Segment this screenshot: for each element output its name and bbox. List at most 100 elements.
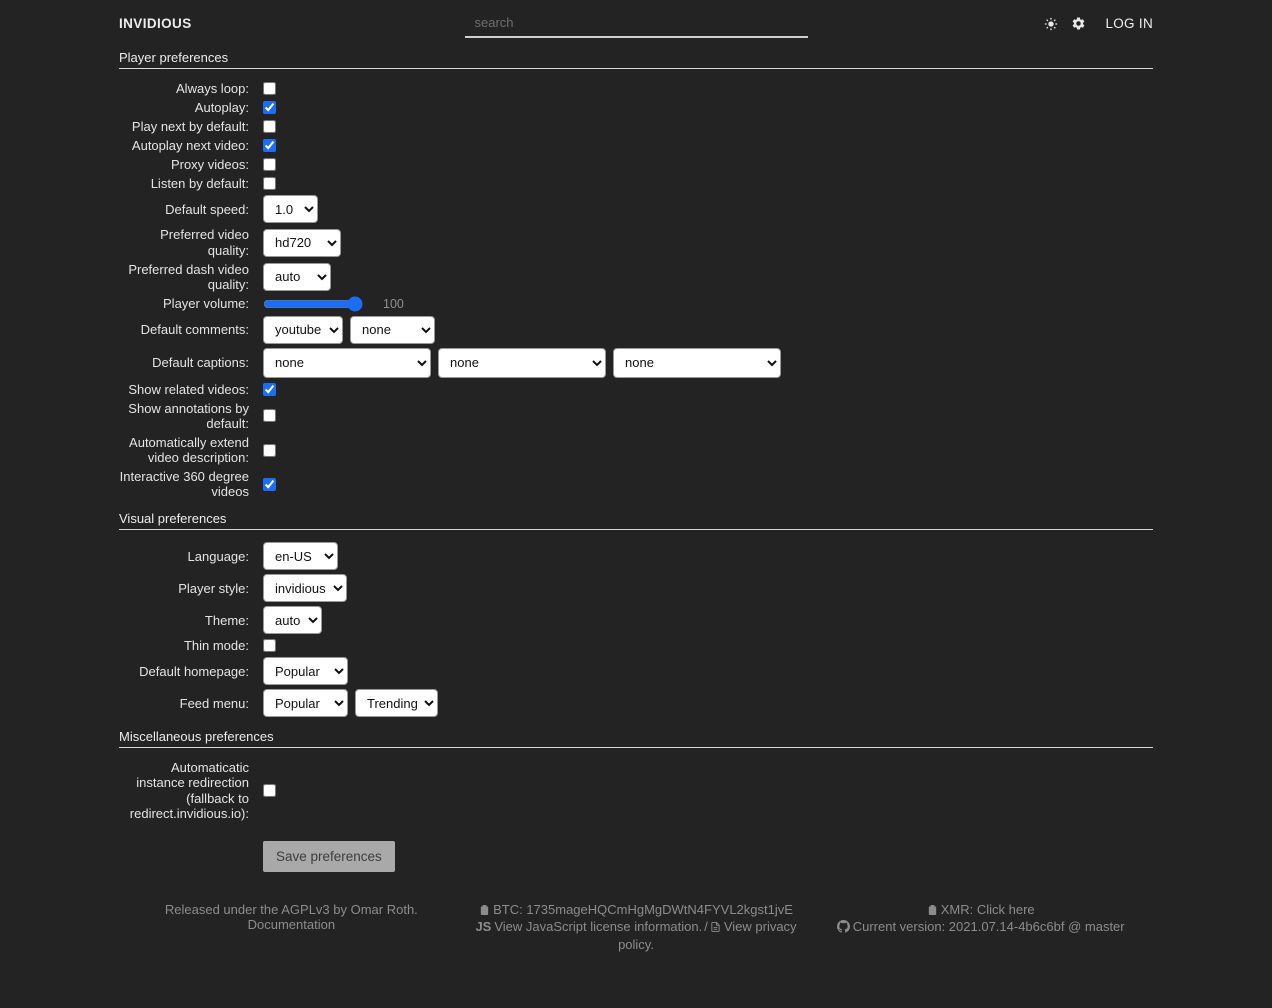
pref-row-annotations: Show annotations by default: bbox=[119, 401, 1153, 431]
extend-description-checkbox[interactable] bbox=[263, 443, 276, 457]
proxy-videos-checkbox[interactable] bbox=[263, 158, 276, 172]
github-icon bbox=[836, 920, 850, 937]
section-title-misc: Miscellaneous preferences bbox=[119, 729, 1153, 749]
autoplay-next-checkbox[interactable] bbox=[263, 139, 276, 153]
pref-label: Default homepage: bbox=[139, 663, 249, 679]
listen-by-default-checkbox[interactable] bbox=[263, 177, 276, 191]
thin-mode-checkbox[interactable] bbox=[263, 639, 276, 653]
vr-mode-checkbox[interactable] bbox=[263, 477, 276, 491]
pref-row-player-style: Player style: invidious bbox=[119, 574, 1153, 603]
pref-label: Proxy videos: bbox=[170, 157, 249, 173]
pref-row-default-speed: Default speed: 1.0 bbox=[119, 195, 1153, 224]
player-volume-slider[interactable] bbox=[263, 295, 363, 312]
default-comments-select-2[interactable]: none bbox=[350, 315, 435, 344]
pref-label: Theme: bbox=[204, 612, 249, 628]
preferred-dash-quality-select[interactable]: auto bbox=[263, 262, 331, 291]
header-right: LOG IN bbox=[808, 16, 1154, 31]
search-input[interactable] bbox=[464, 9, 808, 38]
footer-donate-js-column: BTC: 1735mageHQCmHgMgDWtN4FYVL2kgst1jvE … bbox=[464, 902, 809, 953]
pref-row-feed-menu: Feed menu: Popular Trending bbox=[119, 689, 1153, 718]
documentation-link[interactable]: Documentation bbox=[247, 917, 336, 933]
app-logo[interactable]: INVIDIOUS bbox=[119, 16, 192, 31]
search-box bbox=[464, 9, 808, 38]
footer-separator: / bbox=[704, 919, 708, 935]
pref-row-preferred-dash-quality: Preferred dash video quality: auto bbox=[119, 262, 1153, 292]
pref-label: Language: bbox=[187, 548, 249, 564]
pref-row-default-comments: Default comments: youtube none bbox=[119, 315, 1153, 344]
related-videos-checkbox[interactable] bbox=[263, 382, 276, 396]
pref-row-language: Language: en-US bbox=[119, 542, 1153, 571]
pref-label: Preferred video quality: bbox=[160, 227, 249, 258]
pref-label: Autoplay next video: bbox=[131, 138, 249, 154]
auto-redirect-checkbox[interactable] bbox=[263, 784, 276, 798]
pref-label: Automatically extend video description: bbox=[129, 435, 249, 466]
pref-row-autoplay: Autoplay: bbox=[119, 100, 1153, 115]
pref-row-default-captions: Default captions: none none none bbox=[119, 347, 1153, 378]
player-volume-value: 100 bbox=[383, 296, 404, 311]
footer-version-column: XMR: Click here Current version: 2021.07… bbox=[808, 902, 1153, 953]
pref-label: Autoplay: bbox=[194, 100, 249, 116]
current-version-link[interactable]: Current version: 2021.07.14-4b6c6bf @ ma… bbox=[852, 919, 1125, 935]
default-comments-select-1[interactable]: youtube bbox=[263, 315, 343, 344]
preferences-form: Player preferences Always loop: Autoplay… bbox=[119, 50, 1153, 872]
pref-label: Player style: bbox=[178, 580, 249, 596]
xmr-link[interactable]: XMR: Click here bbox=[940, 901, 1035, 917]
player-style-select[interactable]: invidious bbox=[263, 574, 347, 603]
save-row: Save preferences bbox=[263, 840, 1153, 872]
default-homepage-select[interactable]: Popular bbox=[263, 657, 348, 686]
language-select[interactable]: en-US bbox=[263, 542, 338, 571]
section-title-visual: Visual preferences bbox=[119, 511, 1153, 531]
pref-label: Default speed: bbox=[165, 201, 249, 217]
js-icon: JS bbox=[475, 919, 492, 935]
default-captions-select-1[interactable]: none bbox=[263, 347, 431, 378]
js-license-link[interactable]: View JavaScript license information. bbox=[494, 919, 703, 935]
pref-row-preferred-quality: Preferred video quality: hd720 bbox=[119, 227, 1153, 258]
autoplay-checkbox[interactable] bbox=[263, 101, 276, 115]
pref-row-autoplay-next: Autoplay next video: bbox=[119, 138, 1153, 153]
document-icon bbox=[710, 921, 721, 937]
play-next-checkbox[interactable] bbox=[263, 120, 276, 134]
pref-label: Listen by default: bbox=[150, 176, 249, 192]
privacy-policy-link[interactable]: View privacy policy. bbox=[618, 919, 797, 952]
feed-menu-select-2[interactable]: Trending bbox=[355, 689, 438, 718]
pref-row-always-loop: Always loop: bbox=[119, 81, 1153, 96]
pref-label: Play next by default: bbox=[131, 119, 249, 135]
always-loop-checkbox[interactable] bbox=[263, 82, 276, 96]
sun-icon[interactable] bbox=[1044, 17, 1058, 31]
pref-label: Interactive 360 degree videos bbox=[119, 469, 249, 500]
clipboard-icon bbox=[927, 904, 938, 920]
top-bar: INVIDIOUS LOG IN bbox=[119, 0, 1153, 38]
pref-row-proxy-videos: Proxy videos: bbox=[119, 157, 1153, 172]
pref-label: Default comments: bbox=[140, 322, 249, 338]
footer-released-text: Released under the AGPLv3 by Omar Roth. bbox=[164, 901, 418, 917]
btc-address-link[interactable]: BTC: 1735mageHQCmHgMgDWtN4FYVL2kgst1jvE bbox=[493, 901, 793, 917]
pref-row-player-volume: Player volume: 100 bbox=[119, 295, 1153, 312]
pref-label: Preferred dash video quality: bbox=[128, 261, 249, 292]
save-preferences-button[interactable]: Save preferences bbox=[263, 840, 395, 872]
pref-row-extend-description: Automatically extend video description: bbox=[119, 435, 1153, 465]
pref-label: Automaticatic instance redirection (fall… bbox=[129, 760, 249, 821]
feed-menu-select-1[interactable]: Popular bbox=[263, 689, 348, 718]
theme-select[interactable]: auto bbox=[263, 606, 322, 635]
pref-label: Always loop: bbox=[176, 81, 249, 96]
header-left: INVIDIOUS bbox=[119, 16, 465, 31]
pref-row-listen-by-default: Listen by default: bbox=[119, 176, 1153, 191]
default-captions-select-3[interactable]: none bbox=[613, 347, 781, 378]
login-link[interactable]: LOG IN bbox=[1105, 16, 1153, 31]
pref-label: Thin mode: bbox=[183, 638, 249, 654]
footer-license-column: Released under the AGPLv3 by Omar Roth. … bbox=[119, 902, 464, 953]
default-speed-select[interactable]: 1.0 bbox=[263, 195, 318, 224]
annotations-checkbox[interactable] bbox=[263, 409, 276, 423]
pref-row-vr-mode: Interactive 360 degree videos bbox=[119, 469, 1153, 499]
pref-row-play-next: Play next by default: bbox=[119, 119, 1153, 134]
pref-row-auto-redirect: Automaticatic instance redirection (fall… bbox=[119, 760, 1153, 821]
pref-row-default-homepage: Default homepage: Popular bbox=[119, 657, 1153, 686]
preferred-quality-select[interactable]: hd720 bbox=[263, 228, 341, 257]
pref-label: Show related videos: bbox=[128, 381, 249, 397]
pref-label: Feed menu: bbox=[179, 695, 249, 711]
pref-row-related-videos: Show related videos: bbox=[119, 382, 1153, 397]
pref-row-theme: Theme: auto bbox=[119, 606, 1153, 635]
gear-icon[interactable] bbox=[1071, 16, 1086, 31]
section-title-player: Player preferences bbox=[119, 50, 1153, 69]
default-captions-select-2[interactable]: none bbox=[438, 347, 606, 378]
